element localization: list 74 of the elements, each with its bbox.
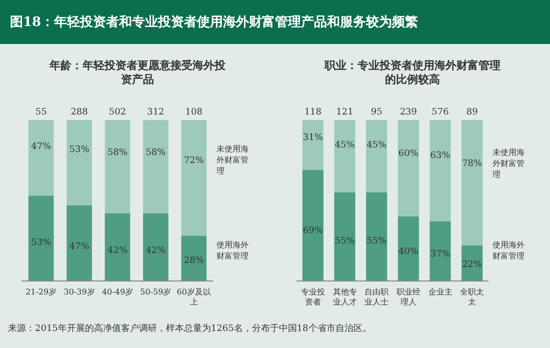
data-label: 28% [184, 256, 204, 266]
bar [181, 120, 207, 236]
bar [104, 120, 130, 214]
bar [28, 120, 54, 196]
bar [66, 120, 92, 206]
text: 312 [147, 107, 164, 118]
data-label: 58% [146, 148, 166, 158]
data-label: 60% [398, 149, 419, 160]
bar [334, 192, 356, 281]
data-label: 22% [462, 260, 483, 270]
x-tick-label: 其他专业人才 [332, 288, 357, 306]
text: 121 [336, 107, 354, 118]
data-label: 42% [146, 246, 166, 256]
text: 95 [370, 107, 383, 118]
bar [66, 205, 92, 281]
bar [302, 170, 324, 281]
x-tick-label: 企业主 [428, 288, 452, 297]
bar [462, 245, 483, 281]
x-tick-label: 全职太太 [460, 288, 484, 306]
x-tick-label: 自由职业人士 [364, 288, 389, 306]
chart-title: 图18：年轻投资者和专业投资者使用海外财富管理产品和服务较为频繁 [0, 0, 550, 44]
bar [334, 120, 356, 192]
x-tick-label: 21-29岁 [26, 288, 57, 297]
data-label: 69% [302, 226, 324, 236]
x-tick-label: 专业投资者 [300, 288, 325, 306]
data-label: 55% [366, 236, 388, 246]
bar [302, 120, 324, 170]
data-label: 55% [334, 236, 356, 246]
data-label: 63% [430, 150, 451, 161]
bar [430, 221, 451, 281]
bar [366, 192, 388, 281]
bar [430, 120, 451, 222]
bar [28, 196, 54, 281]
data-label: 58% [107, 148, 128, 158]
data-label: 31% [302, 132, 324, 143]
data-label: 72% [184, 156, 204, 166]
bar [398, 216, 419, 281]
series-label: 未使用海外财富管理 [216, 144, 249, 176]
series-label: 未使用海外财富管理 [492, 148, 525, 179]
bar [462, 120, 483, 246]
data-label: 47% [31, 142, 52, 152]
data-label: 45% [366, 140, 388, 151]
bar [104, 213, 130, 281]
bar [143, 213, 168, 281]
source-note: 来源：2015年开展的高净值客户调研，样本总量为1265名，分布于中国18个省市自治区。 [7, 322, 372, 335]
text: 576 [432, 107, 450, 118]
bar [143, 120, 168, 214]
text: 89 [466, 107, 478, 118]
data-label: 53% [31, 238, 52, 248]
x-tick-label: 50-59岁 [140, 288, 172, 297]
data-label: 42% [107, 246, 128, 256]
bar [398, 120, 419, 216]
chart-subtitle: 职业：专业投资者使用海外财富管理的比例较高 [323, 59, 502, 87]
text: 55 [35, 107, 48, 118]
series-label: 使用海外财富管理 [216, 240, 249, 260]
text: 502 [108, 107, 126, 118]
data-label: 53% [69, 145, 90, 156]
chart-subtitle: 年龄：年轻投资者更愿意接受海外投资产品 [48, 59, 226, 87]
bar [181, 236, 207, 281]
x-tick-label: 60岁及以上 [176, 288, 211, 306]
text: 288 [70, 107, 88, 118]
x-tick-label: 职业经理人 [396, 288, 420, 306]
text: 108 [185, 107, 203, 118]
x-tick-label: 40-49岁 [102, 288, 134, 297]
series-label: 使用海外财富管理 [492, 240, 525, 260]
data-label: 37% [430, 249, 451, 260]
text: 239 [400, 107, 418, 118]
bar [366, 120, 388, 192]
data-label: 47% [69, 242, 90, 252]
text: 118 [304, 107, 322, 118]
data-label: 45% [334, 140, 356, 151]
data-label: 78% [462, 159, 483, 170]
data-label: 40% [398, 247, 419, 258]
x-tick-label: 30-39岁 [64, 288, 95, 297]
